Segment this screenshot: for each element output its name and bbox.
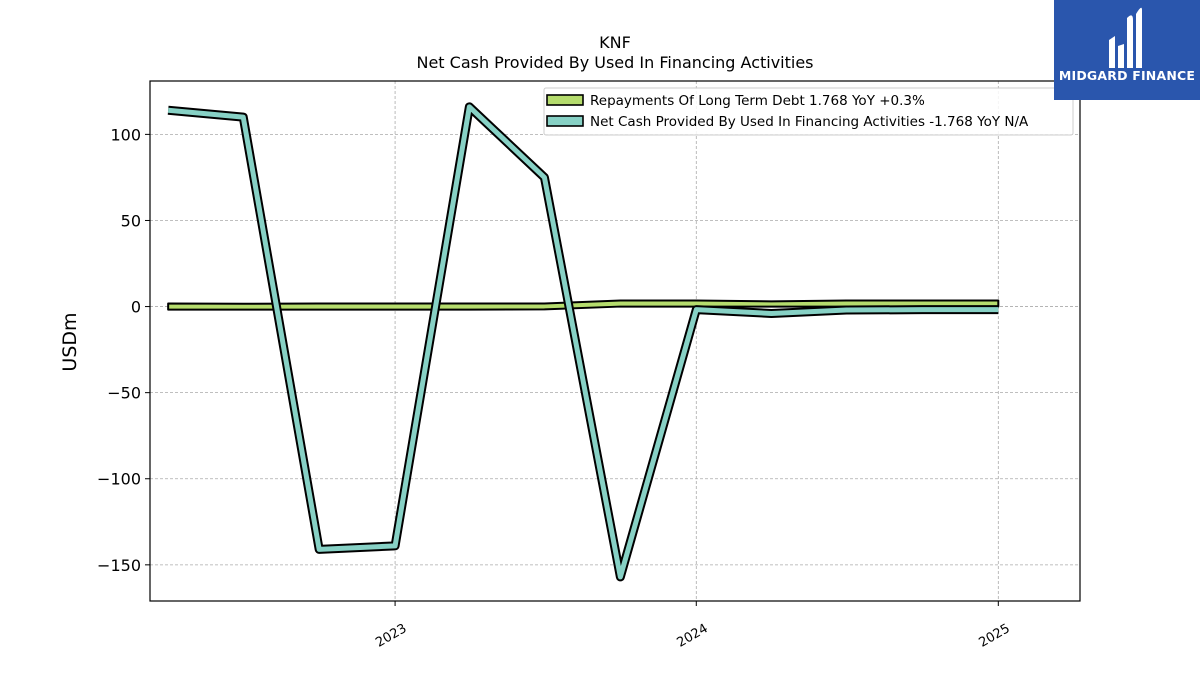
y-tick-label: 0: [131, 298, 141, 317]
series-1-outline: [167, 102, 999, 582]
midgard-logo-icon: [1109, 7, 1142, 68]
y-tick-label: 100: [110, 125, 141, 144]
series-1-line: [167, 104, 999, 580]
grid: [150, 81, 1080, 601]
y-axis-label: USDm: [59, 312, 81, 371]
brand-name: MIDGARD FINANCE: [1058, 68, 1196, 83]
axes-frame: [149, 80, 1081, 602]
y-tick-label: −50: [107, 384, 141, 403]
chart-title: KNF: [599, 33, 631, 52]
legend-swatch-0: [546, 94, 584, 106]
ticks: 100 50 0 −50 −100 −150 2023 2024 2025: [97, 125, 1013, 650]
brand-logo: MIDGARD FINANCE: [1054, 0, 1200, 100]
series-layer: [167, 102, 1000, 582]
y-tick-label: −150: [97, 556, 141, 575]
y-tick-label: −100: [97, 470, 141, 489]
legend-label-1: Net Cash Provided By Used In Financing A…: [590, 114, 1029, 130]
y-tick-label: 50: [121, 211, 141, 230]
chart-subtitle: Net Cash Provided By Used In Financing A…: [416, 53, 813, 72]
legend-label-0: Repayments Of Long Term Debt 1.768 YoY +…: [590, 93, 925, 109]
legend-swatch-1: [546, 115, 584, 127]
x-tick-label: 2025: [976, 621, 1012, 651]
legend-box: [543, 87, 1074, 136]
x-tick-label: 2023: [373, 621, 409, 651]
legend: Repayments Of Long Term Debt 1.768 YoY +…: [543, 87, 1074, 136]
x-tick-label: 2024: [674, 621, 710, 651]
